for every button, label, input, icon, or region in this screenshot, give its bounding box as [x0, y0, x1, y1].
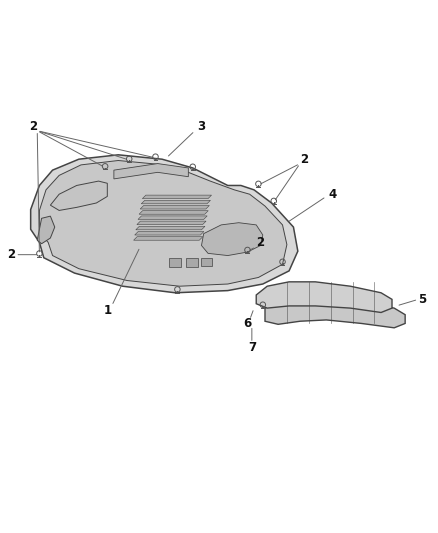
Polygon shape	[31, 155, 298, 293]
Polygon shape	[139, 211, 208, 214]
Polygon shape	[138, 216, 207, 220]
Polygon shape	[136, 227, 205, 230]
Bar	[169, 258, 181, 268]
Text: 3: 3	[198, 120, 205, 133]
Polygon shape	[37, 216, 55, 244]
Polygon shape	[256, 282, 392, 312]
Text: 1: 1	[103, 304, 111, 317]
Polygon shape	[39, 160, 287, 286]
Text: 6: 6	[244, 317, 251, 330]
Polygon shape	[265, 296, 405, 328]
Text: 2: 2	[300, 152, 308, 166]
Polygon shape	[50, 181, 107, 211]
Polygon shape	[142, 195, 212, 199]
Text: 7: 7	[248, 341, 256, 354]
Polygon shape	[135, 231, 204, 235]
Bar	[201, 258, 212, 265]
Text: 2: 2	[7, 248, 15, 261]
Polygon shape	[114, 164, 188, 179]
Text: 4: 4	[329, 188, 337, 201]
Polygon shape	[141, 200, 210, 204]
Bar	[186, 258, 198, 268]
Polygon shape	[134, 237, 203, 240]
Polygon shape	[201, 223, 263, 255]
Polygon shape	[137, 221, 206, 224]
Text: 2: 2	[29, 120, 37, 133]
Text: 2: 2	[257, 236, 265, 249]
Polygon shape	[140, 206, 209, 209]
Text: 5: 5	[419, 293, 427, 306]
